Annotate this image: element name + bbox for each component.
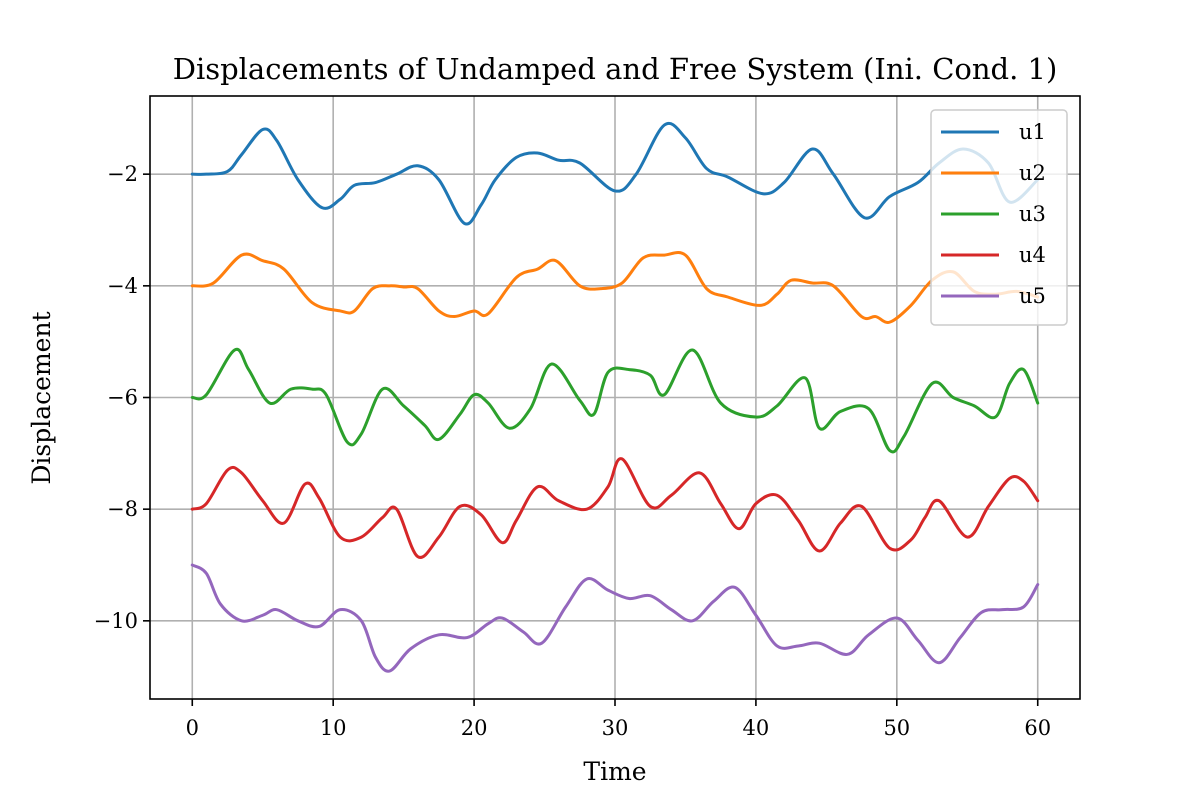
y-tick-label: −2 [107, 162, 138, 186]
y-tick-label: −4 [107, 274, 138, 298]
x-tick-label: 20 [461, 716, 488, 740]
x-tick-label: 60 [1024, 716, 1051, 740]
x-tick-label: 40 [743, 716, 770, 740]
legend-label-u5: u5 [1019, 284, 1046, 308]
series-line-u1 [190, 121, 1040, 226]
series-line-u4 [190, 457, 1040, 559]
y-tick-label: −8 [107, 497, 138, 521]
grid [150, 96, 1080, 699]
x-tick-label: 10 [320, 716, 347, 740]
series-line-u3 [190, 347, 1040, 454]
x-tick-label: 0 [186, 716, 199, 740]
x-tick-label: 50 [883, 716, 910, 740]
series-lines [190, 121, 1040, 673]
series-line-u2 [190, 251, 1040, 324]
y-tick-label: −6 [107, 386, 138, 410]
x-axis-label: Time [583, 757, 646, 786]
legend-box [930, 109, 1068, 326]
y-tick-label: −10 [94, 609, 138, 633]
legend-label-u1: u1 [1019, 120, 1046, 144]
axis-ticks: 0 10 20 30 40 50 60 −2 −4 −6 −8 −10 [94, 162, 1051, 740]
legend-label-u4: u4 [1019, 243, 1046, 267]
series-line-u5 [190, 563, 1040, 673]
legend-label-u2: u2 [1019, 161, 1046, 185]
y-axis-label: Displacement [27, 311, 56, 484]
x-tick-label: 30 [602, 716, 629, 740]
chart-title: Displacements of Undamped and Free Syste… [173, 52, 1058, 86]
legend: u1 u2 u3 u4 u5 [930, 109, 1068, 326]
legend-label-u3: u3 [1019, 202, 1046, 226]
